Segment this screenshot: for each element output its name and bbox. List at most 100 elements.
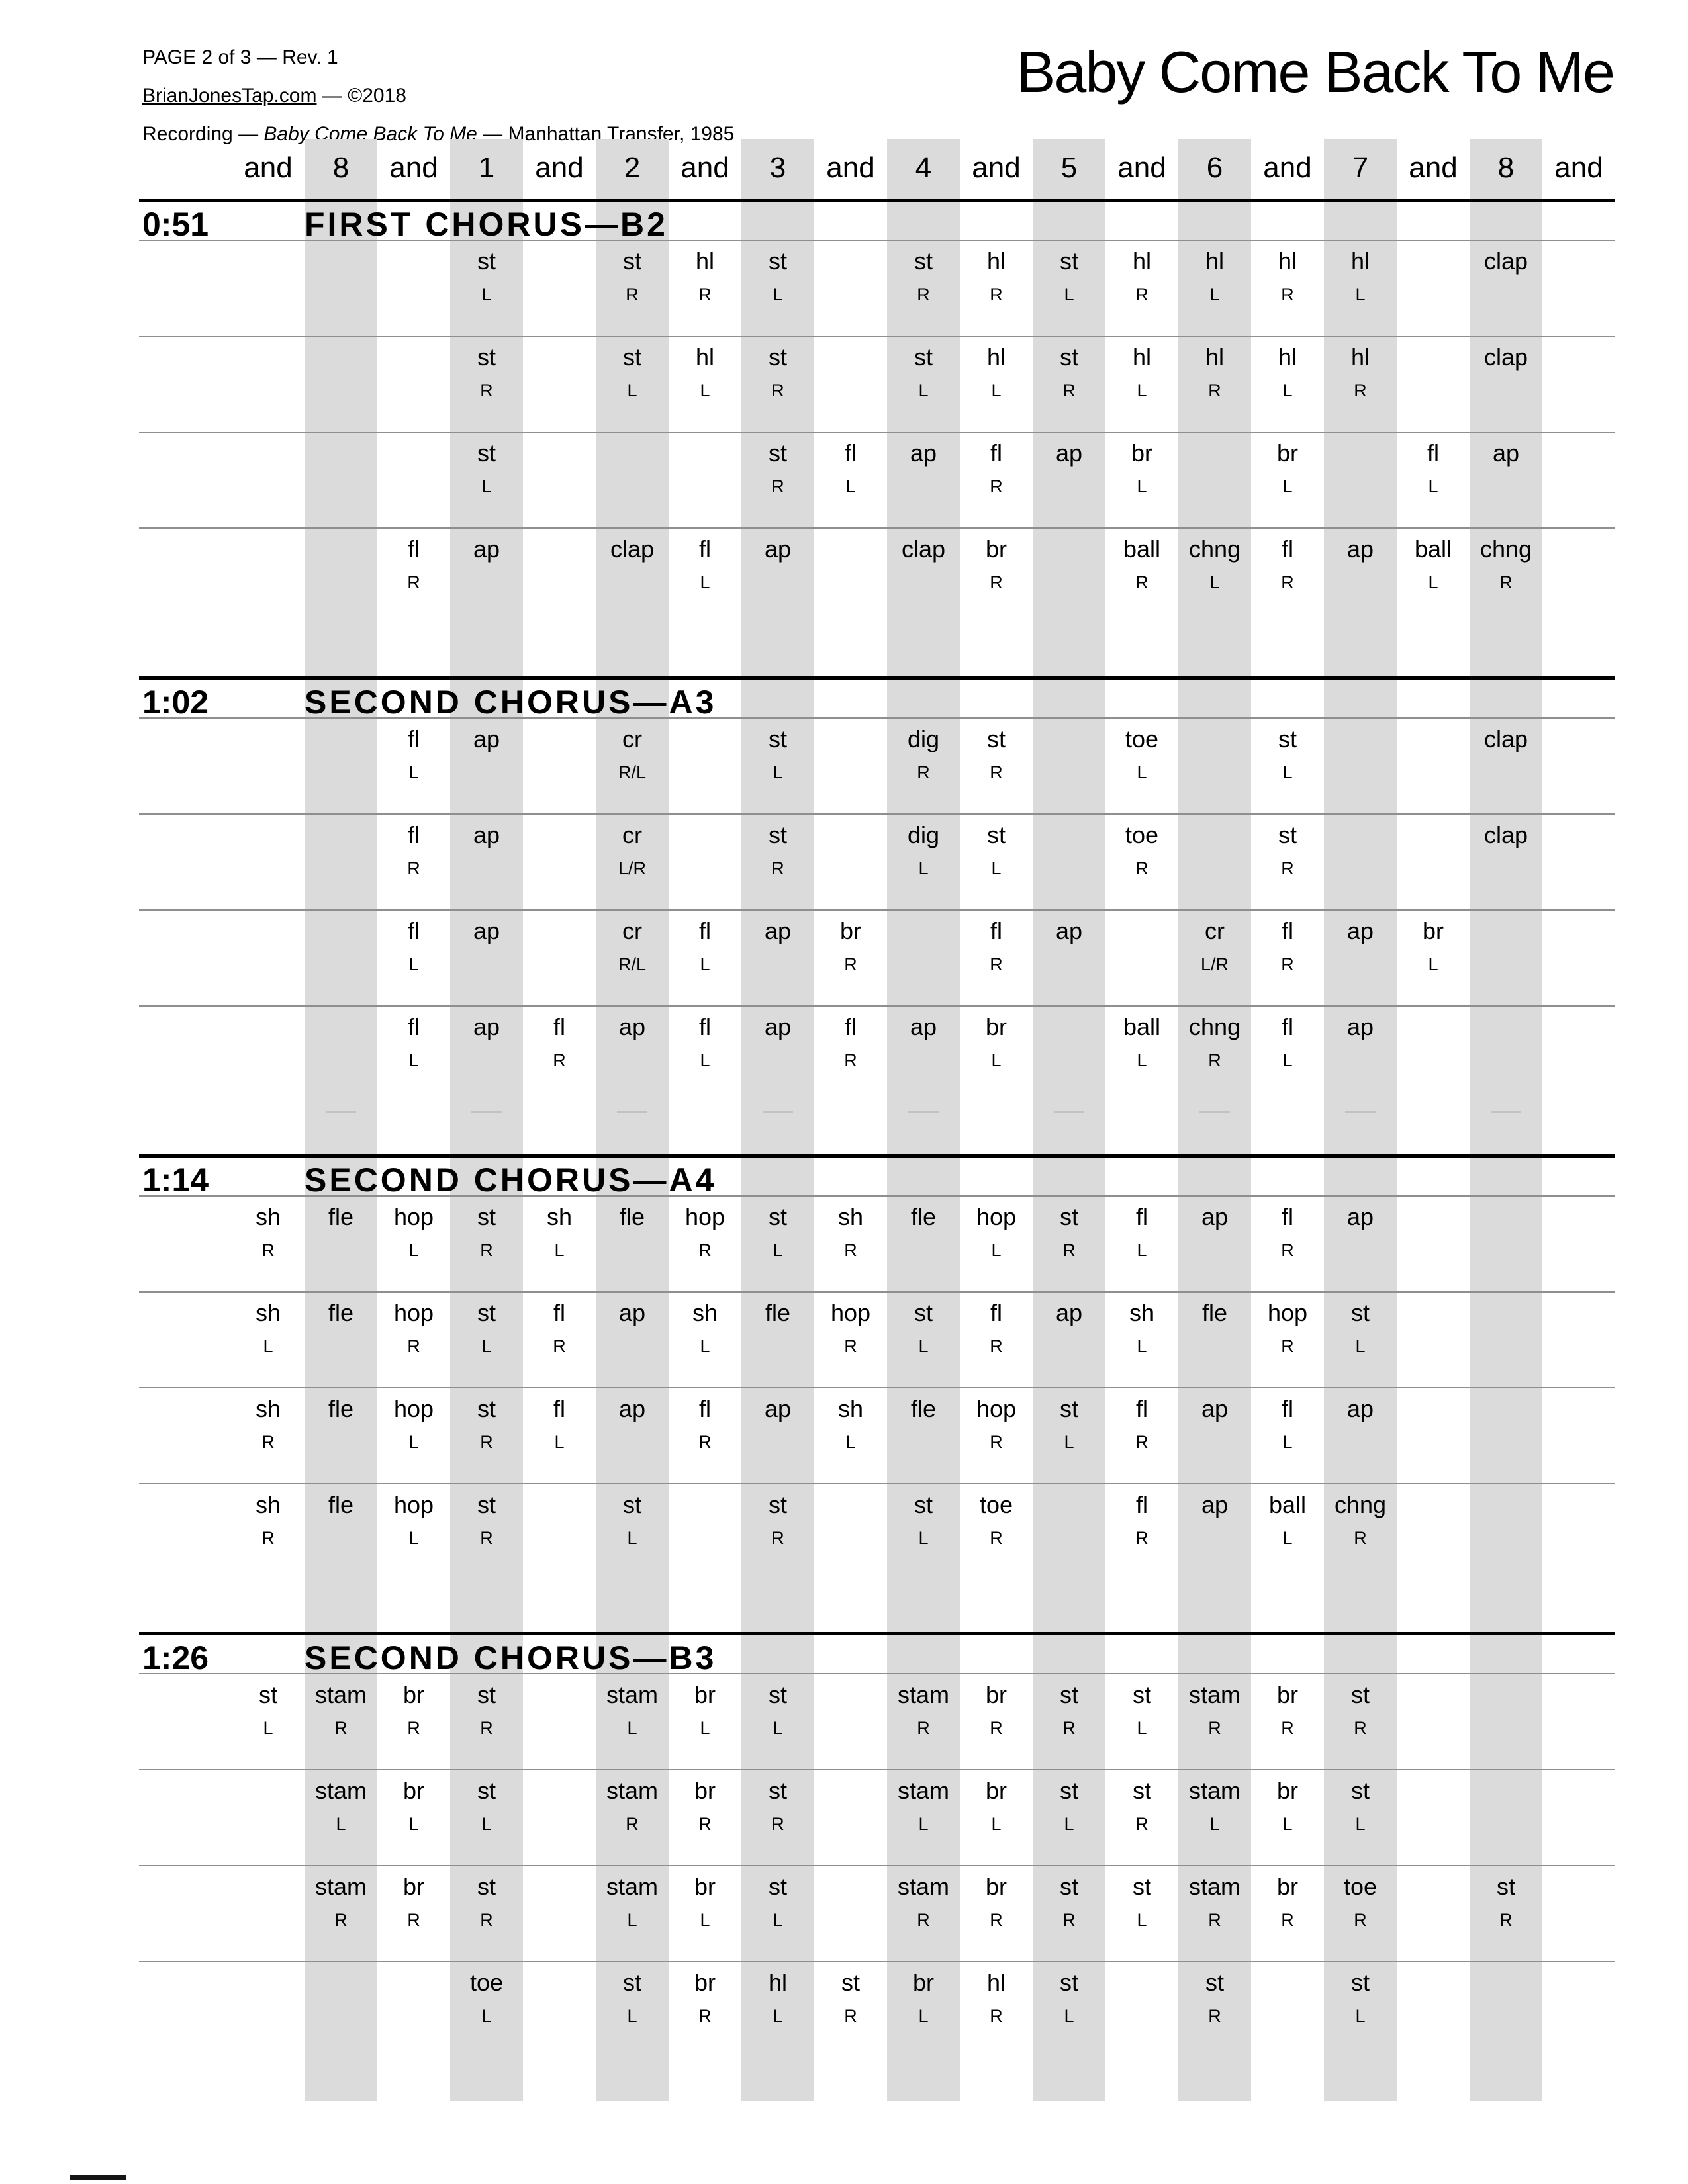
step-st: st xyxy=(914,1299,933,1326)
step-st: st xyxy=(986,821,1006,848)
step-ap: ap xyxy=(1346,1013,1374,1040)
step-stam: stam xyxy=(897,1777,949,1804)
step-sh: sh xyxy=(255,1203,281,1230)
foot-R: R xyxy=(1208,2006,1221,2026)
foot-L: L xyxy=(700,1910,710,1930)
empty-slot-dash xyxy=(1054,1111,1084,1113)
website-link[interactable]: BrianJonesTap.com xyxy=(142,85,317,107)
step-br: br xyxy=(985,1681,1007,1708)
foot-L: L xyxy=(1209,1814,1220,1834)
foot-L: L xyxy=(408,954,419,974)
scan-artifact xyxy=(70,2175,126,2180)
step-fl: fl xyxy=(408,725,420,752)
foot-R: R xyxy=(1062,1910,1076,1930)
step-hop: hop xyxy=(393,1491,434,1518)
step-st: st xyxy=(258,1681,277,1708)
foot-R: R xyxy=(1135,858,1149,878)
foot-L: L xyxy=(1064,2006,1074,2026)
foot-L: L xyxy=(1064,1432,1074,1452)
foot-L: L xyxy=(773,2006,783,2026)
step-br: br xyxy=(839,917,861,944)
beat-label-8-17: 8 xyxy=(1497,152,1515,184)
step-hl: hl xyxy=(768,1969,788,1996)
step-ball: ball xyxy=(1123,535,1161,563)
step-fl: fl xyxy=(1282,917,1293,944)
foot-L: L xyxy=(918,858,929,878)
foot-L: L xyxy=(700,572,710,592)
step-fl: fl xyxy=(699,1013,711,1040)
foot-R: R xyxy=(334,1910,348,1930)
foot-L: L xyxy=(1282,477,1293,496)
step-fle: fle xyxy=(328,1299,354,1326)
empty-slot-dash xyxy=(471,1111,502,1113)
foot-L: L xyxy=(700,1336,710,1356)
step-hop: hop xyxy=(393,1395,434,1422)
step-cr: cr xyxy=(1205,917,1225,944)
row-rule xyxy=(139,813,1615,815)
foot-L: L xyxy=(845,1432,856,1452)
section-time: 1:14 xyxy=(142,1161,209,1199)
beat-label-and-12: and xyxy=(1117,152,1166,184)
step-br: br xyxy=(1276,1873,1298,1900)
step-ap: ap xyxy=(473,725,500,752)
foot-L: L xyxy=(773,762,783,782)
section-header-rule xyxy=(139,717,1615,719)
step-st: st xyxy=(768,1873,787,1900)
step-ap: ap xyxy=(473,917,500,944)
step-hop: hop xyxy=(976,1203,1017,1230)
step-br: br xyxy=(1131,439,1152,467)
step-ap: ap xyxy=(764,1013,792,1040)
step-fl: fl xyxy=(990,439,1002,467)
foot-L: L xyxy=(1428,477,1438,496)
step-fl: fl xyxy=(408,535,420,563)
step-cr: cr xyxy=(622,725,642,752)
beat-label-and-4: and xyxy=(535,152,584,184)
foot-R: R xyxy=(407,1336,420,1356)
foot-R: R xyxy=(844,954,857,974)
foot-L: L xyxy=(700,1718,710,1738)
foot-R: R xyxy=(407,1910,420,1930)
step-toe: toe xyxy=(979,1491,1013,1518)
step-stam: stam xyxy=(1188,1681,1241,1708)
step-st: st xyxy=(622,1491,641,1518)
sheet-title: Baby Come Back To Me xyxy=(1016,39,1615,105)
step-br: br xyxy=(912,1969,934,1996)
step-hl: hl xyxy=(1205,248,1225,275)
foot-L: L xyxy=(263,1718,273,1738)
beat-label-2-5: 2 xyxy=(624,152,641,184)
foot-R: R xyxy=(771,1814,784,1834)
foot-L: L xyxy=(627,381,637,400)
step-st: st xyxy=(768,821,787,848)
foot-L: L xyxy=(918,2006,929,2026)
foot-R: R xyxy=(1499,1910,1513,1930)
foot-L: L xyxy=(1282,762,1293,782)
step-st: st xyxy=(768,725,787,752)
step-ap: ap xyxy=(1346,1395,1374,1422)
step-ap: ap xyxy=(1346,1203,1374,1230)
step-st: st xyxy=(768,439,787,467)
beat-label-7-15: 7 xyxy=(1352,152,1369,184)
foot-R: R xyxy=(626,1814,639,1834)
step-st: st xyxy=(1278,725,1297,752)
foot-L: L xyxy=(481,1336,492,1356)
step-fl: fl xyxy=(1282,1203,1293,1230)
step-fl: fl xyxy=(1282,1395,1293,1422)
foot-L: L xyxy=(408,1432,419,1452)
foot-L: L xyxy=(773,285,783,304)
step-stam: stam xyxy=(606,1681,658,1708)
step-fl: fl xyxy=(699,917,711,944)
step-sh: sh xyxy=(837,1395,864,1422)
step-ap: ap xyxy=(618,1395,646,1422)
foot-L: L xyxy=(1137,1336,1147,1356)
foot-L: L xyxy=(1355,1336,1366,1356)
step-ap: ap xyxy=(764,917,792,944)
step-fl: fl xyxy=(990,1299,1002,1326)
step-fle: fle xyxy=(910,1395,937,1422)
step-ap: ap xyxy=(1201,1395,1229,1422)
step-chng: chng xyxy=(1479,535,1532,563)
step-st: st xyxy=(622,343,641,371)
foot-L: L xyxy=(263,1336,273,1356)
foot-R: R xyxy=(1208,1718,1221,1738)
section-top-rule xyxy=(139,199,1615,202)
step-st: st xyxy=(1059,248,1078,275)
